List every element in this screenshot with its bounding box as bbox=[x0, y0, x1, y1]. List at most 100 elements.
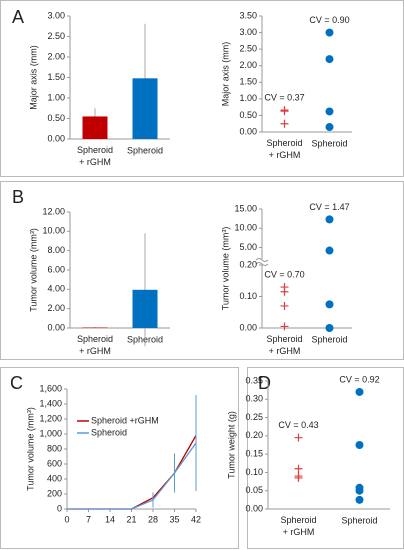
y-axis-label: Tumor weight (g) bbox=[226, 411, 236, 479]
dot-marker bbox=[325, 107, 334, 116]
x-tick-label: 14 bbox=[105, 514, 115, 524]
y-tick-label: 12.00 bbox=[42, 206, 65, 216]
x-tick-label: 42 bbox=[191, 514, 201, 524]
y-tick-label: 0.50 bbox=[47, 113, 65, 123]
dot-marker bbox=[325, 55, 334, 64]
plus-marker bbox=[294, 473, 303, 482]
dot-marker bbox=[355, 495, 364, 504]
y-tick-label: 0.15 bbox=[245, 449, 263, 459]
y-tick-label: 0.10 bbox=[239, 291, 257, 301]
dot-marker bbox=[325, 300, 334, 309]
x-tick-label: 7 bbox=[86, 514, 91, 524]
x-tick-label: 35 bbox=[169, 514, 179, 524]
x-tick-label: Spheroid bbox=[341, 515, 377, 525]
bar bbox=[132, 78, 158, 139]
y-tick-label: 0.00 bbox=[239, 322, 257, 332]
y-tick-label: 10.00 bbox=[42, 226, 65, 236]
plus-marker bbox=[294, 464, 303, 473]
y-tick-label: 0.00 bbox=[239, 126, 257, 136]
plus-marker bbox=[294, 433, 303, 442]
bar bbox=[82, 116, 108, 139]
y-tick-label: 1.50 bbox=[239, 77, 257, 87]
y-tick-label: 0.00 bbox=[47, 133, 65, 143]
y-axis-label: Tumor volume (mm³) bbox=[25, 407, 35, 491]
dot-marker bbox=[355, 486, 364, 495]
y-tick-label: 0.05 bbox=[245, 485, 263, 495]
y-tick-label: 400 bbox=[47, 473, 62, 483]
y-tick-label: 1,600 bbox=[39, 383, 62, 393]
cv-annotation: CV = 1.47 bbox=[309, 202, 349, 212]
legend-label: Spheroid bbox=[91, 427, 127, 437]
y-tick-label: 3.50 bbox=[239, 10, 257, 20]
bar bbox=[132, 289, 158, 328]
cv-annotation: CV = 0.37 bbox=[264, 93, 304, 103]
axis-break bbox=[255, 258, 269, 266]
y-tick-label: 5.00 bbox=[239, 242, 257, 252]
cv-annotation: CV = 0.70 bbox=[264, 269, 304, 279]
y-tick-label: 10.00 bbox=[234, 223, 257, 233]
y-tick-label: 8.00 bbox=[47, 245, 65, 255]
dot-marker bbox=[325, 215, 334, 224]
y-tick-label: 1.00 bbox=[239, 93, 257, 103]
x-tick-label: Spheroid bbox=[127, 145, 163, 155]
plus-marker bbox=[280, 322, 289, 331]
y-tick-label: 0.30 bbox=[245, 394, 263, 404]
dot-marker bbox=[355, 441, 364, 449]
y-tick-label: 4.00 bbox=[47, 284, 65, 294]
y-tick-label: 0.00 bbox=[245, 503, 263, 513]
y-tick-label: 0.20 bbox=[239, 259, 257, 269]
x-tick-label: Spheroid bbox=[311, 334, 347, 344]
x-tick-label: 28 bbox=[148, 514, 158, 524]
y-axis-label: Tumor volume (mm³) bbox=[28, 228, 38, 312]
x-tick-label: Spheroid + rGHM bbox=[266, 334, 302, 356]
panel-a-box bbox=[0, 0, 404, 177]
y-tick-label: 2.50 bbox=[239, 44, 257, 54]
panel-c-box bbox=[0, 367, 239, 549]
plus-marker bbox=[280, 287, 289, 296]
y-tick-label: 0.50 bbox=[239, 110, 257, 120]
y-tick-label: 2.00 bbox=[239, 60, 257, 70]
y-tick-label: 0.20 bbox=[245, 430, 263, 440]
y-tick-label: 1,000 bbox=[39, 428, 62, 438]
panel-d-box bbox=[247, 367, 404, 549]
dot-marker bbox=[325, 246, 334, 255]
y-tick-label: 1,400 bbox=[39, 398, 62, 408]
panel-letter: B bbox=[12, 187, 24, 207]
y-tick-label: 6.00 bbox=[47, 264, 65, 274]
dot-marker bbox=[355, 387, 364, 396]
y-tick-label: 2.00 bbox=[47, 303, 65, 313]
y-tick-label: 2.00 bbox=[47, 51, 65, 61]
y-tick-label: 0.25 bbox=[245, 412, 263, 422]
dot-marker bbox=[325, 28, 334, 37]
y-tick-label: 1,200 bbox=[39, 413, 62, 423]
y-axis-label: Tumor volume (mm³) bbox=[220, 227, 230, 311]
y-tick-label: 15.00 bbox=[234, 203, 257, 213]
y-tick-label: 3.00 bbox=[239, 27, 257, 37]
series-line bbox=[67, 435, 197, 510]
cv-annotation: CV = 0.90 bbox=[309, 15, 349, 25]
y-axis-label: Major axis (mm) bbox=[28, 45, 38, 110]
x-tick-label: Spheroid + rGHM bbox=[280, 515, 316, 537]
panel-letter: A bbox=[12, 7, 24, 27]
cv-annotation: CV = 0.92 bbox=[339, 374, 379, 384]
cv-annotation: CV = 0.43 bbox=[278, 420, 318, 430]
y-tick-label: 1.00 bbox=[47, 92, 65, 102]
panel-letter: C bbox=[10, 373, 23, 393]
y-tick-label: 0.10 bbox=[245, 467, 263, 477]
y-tick-label: 0.00 bbox=[47, 322, 65, 332]
x-tick-label: 0 bbox=[64, 514, 69, 524]
x-tick-label: Spheroid + rGHM bbox=[77, 334, 113, 356]
x-tick-label: 21 bbox=[126, 514, 136, 524]
dot-marker bbox=[325, 324, 334, 332]
plus-marker bbox=[280, 301, 289, 310]
y-tick-label: 600 bbox=[47, 458, 62, 468]
plus-marker bbox=[280, 119, 289, 128]
x-tick-label: Spheroid + rGHM bbox=[266, 138, 302, 160]
y-tick-label: 1.50 bbox=[47, 72, 65, 82]
x-tick-label: Spheroid + rGHM bbox=[77, 145, 113, 167]
series-line bbox=[67, 442, 197, 510]
x-tick-label: Spheroid bbox=[311, 138, 347, 148]
y-axis-label: Major axis (mm) bbox=[220, 42, 230, 107]
y-tick-label: 2.50 bbox=[47, 31, 65, 41]
